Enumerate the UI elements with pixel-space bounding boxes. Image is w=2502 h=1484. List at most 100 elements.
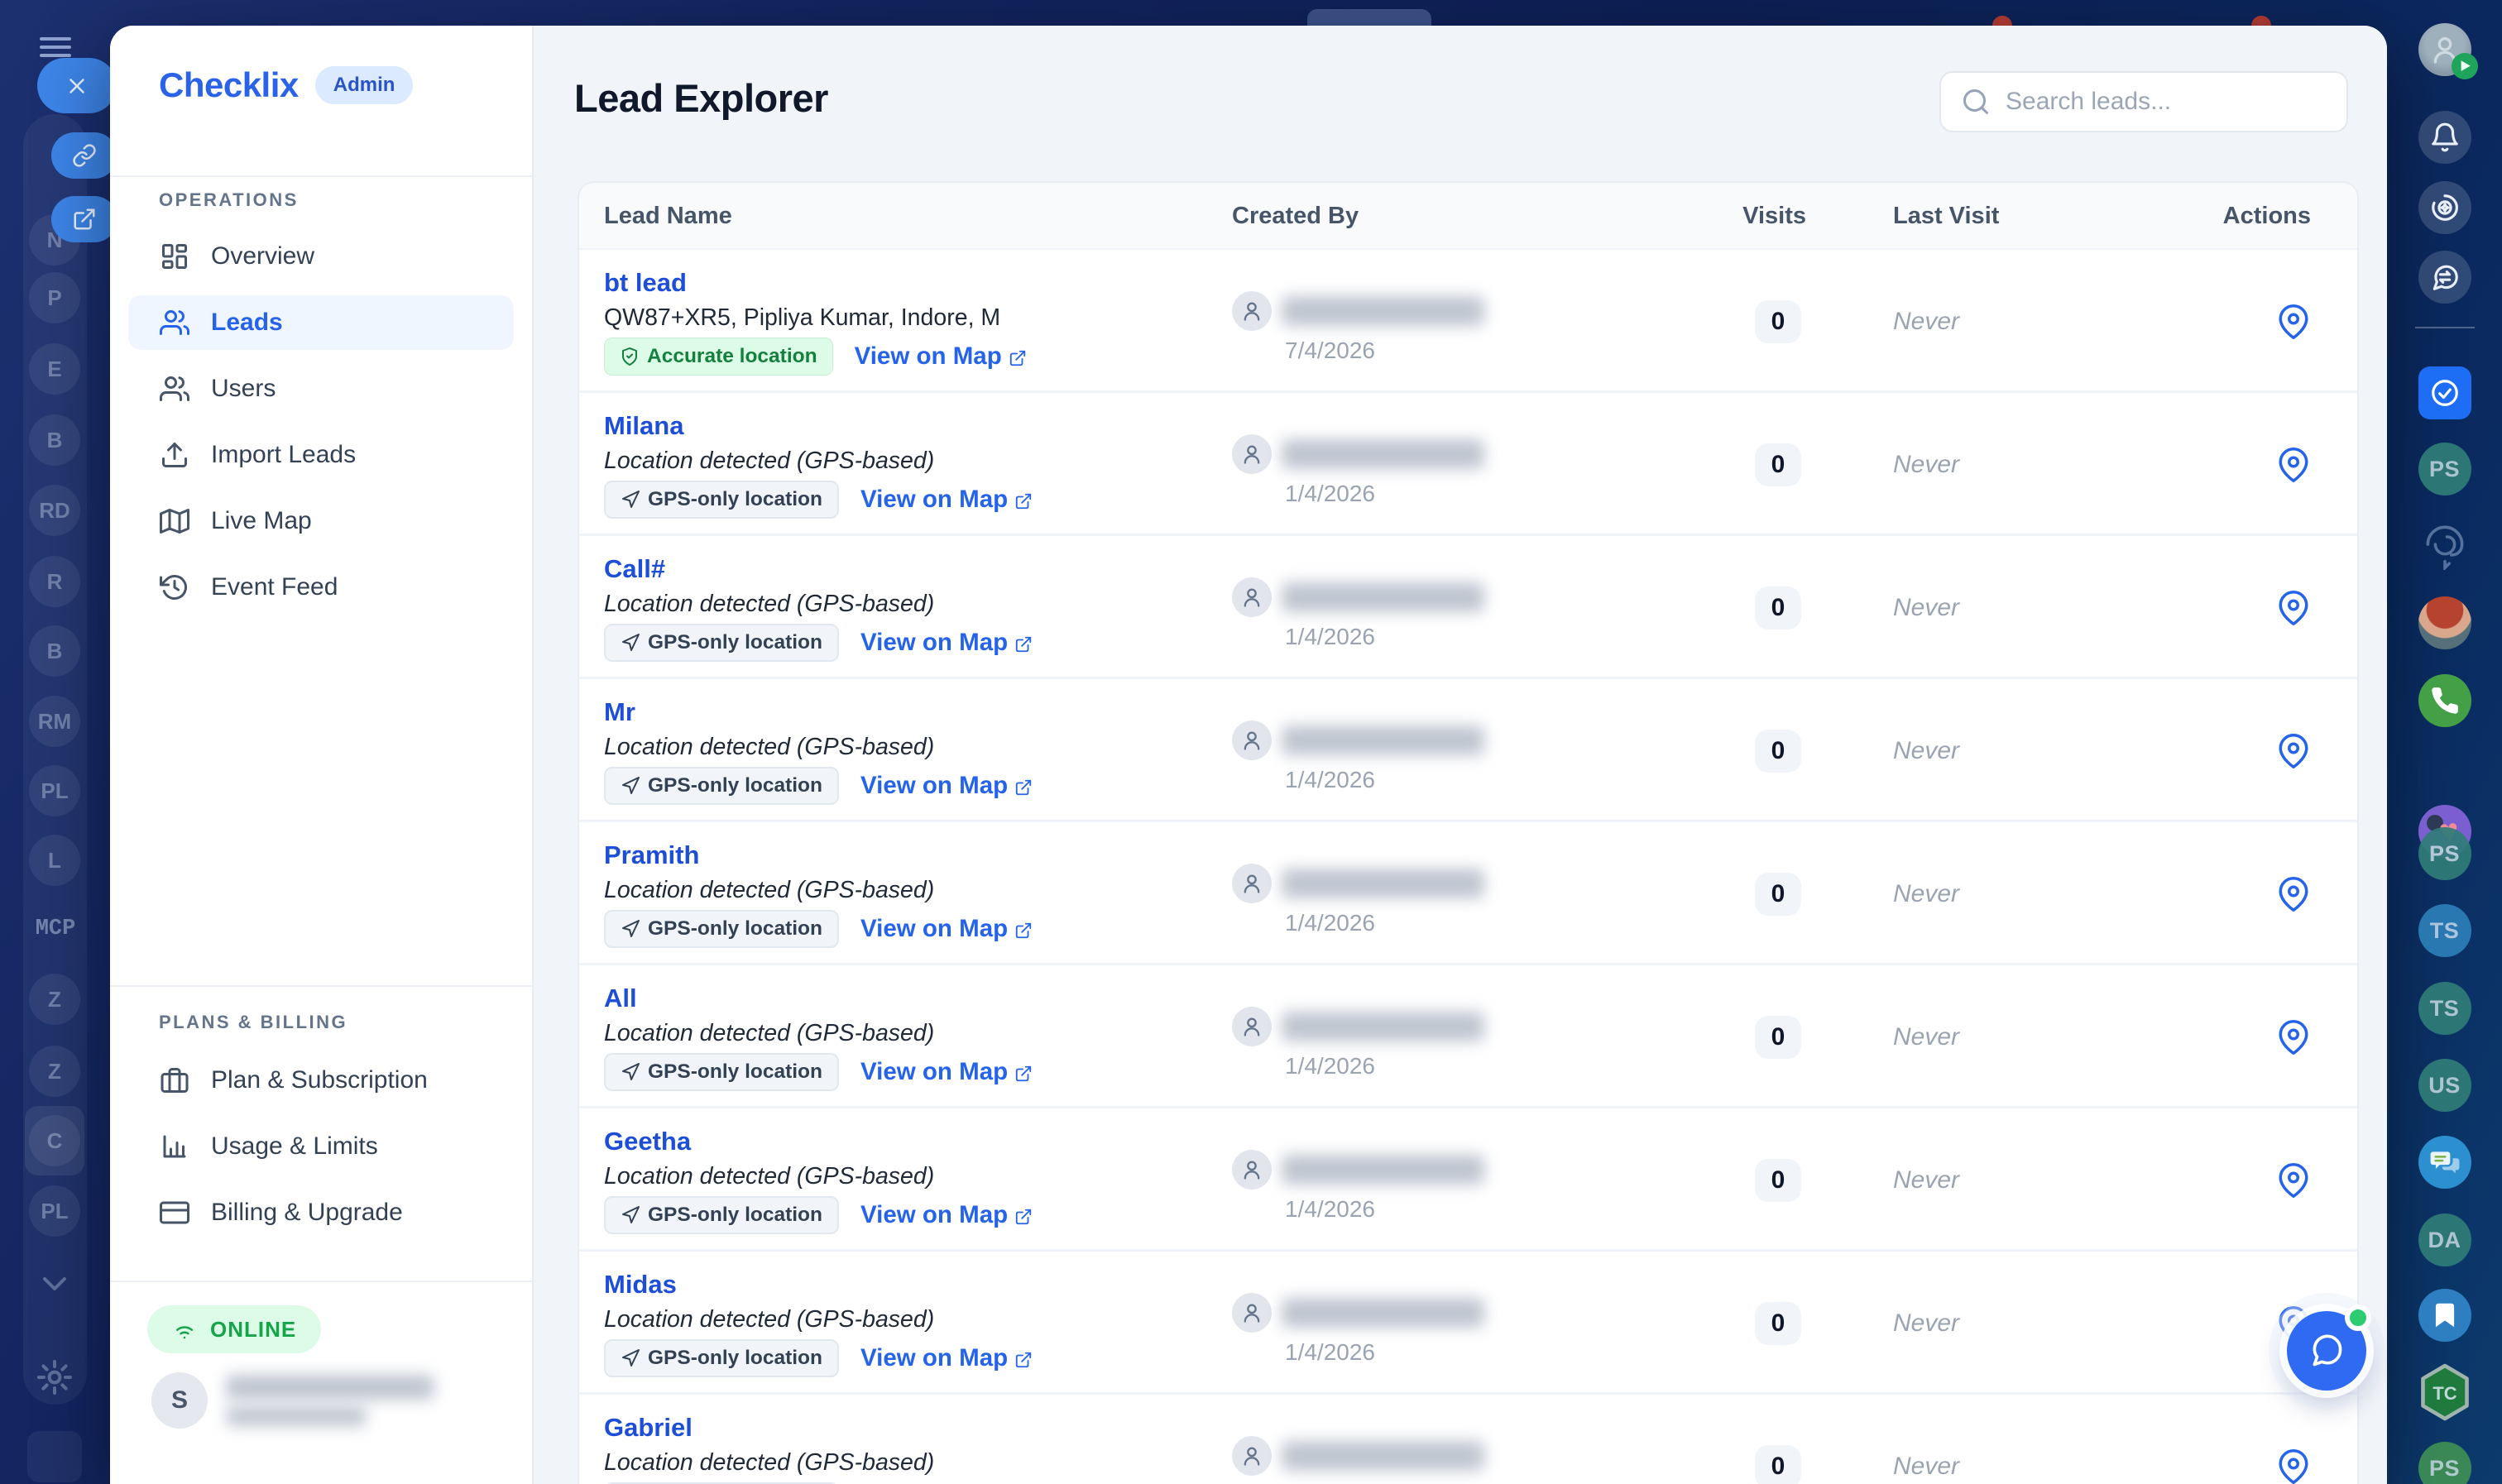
sidebar-item-billing-upgrade[interactable]: Billing & Upgrade [128,1185,514,1240]
creator-name-blurred [1282,439,1484,469]
sidebar-item-overview[interactable]: Overview [128,229,514,284]
history-icon [160,572,189,602]
sidebar-item-live-map[interactable]: Live Map [128,494,514,548]
app-icon-us[interactable]: US [2418,1059,2471,1112]
left-dock-item-r[interactable]: R [29,556,80,607]
lead-name-link[interactable]: Geetha [604,1127,692,1156]
left-dock-item-pl[interactable]: PL [29,765,80,816]
app-icon-phone[interactable] [2418,674,2471,727]
person-icon [1240,872,1263,895]
table-row[interactable]: All Location detected (GPS-based) GPS-only… [579,965,2357,1108]
map-pin-icon[interactable] [2276,877,2311,912]
current-user-row[interactable]: S [151,1372,434,1429]
map-pin-icon[interactable] [2276,304,2311,339]
sidebar-item-users[interactable]: Users [128,361,514,416]
map-pin-icon[interactable] [2276,734,2311,768]
left-dock-item-pl[interactable]: PL [29,1185,80,1237]
sidebar-item-usage-limits[interactable]: Usage & Limits [128,1119,514,1174]
lead-name-link[interactable]: Pramith [604,840,700,869]
search-input[interactable] [2006,88,2327,116]
view-on-map-label: View on Map [860,1344,1009,1372]
view-on-map-link[interactable]: View on Map [860,915,1033,943]
app-icon-ps[interactable]: PS [2418,827,2471,880]
app-icon-bookmark[interactable] [2418,1289,2471,1342]
left-dock-item-rd[interactable]: RD [29,485,80,536]
last-visit-cell: Never [1893,679,2166,765]
lead-name-link[interactable]: bt lead [604,268,687,297]
map-pin-icon[interactable] [2276,1163,2311,1198]
sidebar-item-event-feed[interactable]: Event Feed [128,560,514,615]
chevron-down-icon[interactable] [35,1264,74,1304]
external-open-button[interactable] [51,196,117,242]
view-on-map-link[interactable]: View on Map [860,772,1033,800]
swirl-logo-icon[interactable] [2418,518,2471,571]
close-overlay-button[interactable] [37,58,117,113]
view-on-map-link[interactable]: View on Map [860,1344,1033,1372]
lead-name-link[interactable]: Mr [604,697,635,726]
table-row[interactable]: Geetha Location detected (GPS-based) GPS-o… [579,1108,2357,1252]
table-row[interactable]: Call# Location detected (GPS-based) GPS-on… [579,536,2357,679]
lead-name-link[interactable]: All [604,984,637,1012]
bell-icon[interactable] [2418,111,2471,164]
external-link-icon [1014,778,1033,797]
left-dock-item-p[interactable]: P [29,272,80,323]
lead-name-link[interactable]: Call# [604,554,666,583]
left-dock-item-e[interactable]: E [29,343,80,395]
sparkle-icon[interactable] [2418,181,2471,234]
view-on-map-link[interactable]: View on Map [860,1201,1033,1229]
contact-photo-avatar[interactable] [2418,596,2471,649]
table-row[interactable]: Mr Location detected (GPS-based) GPS-only … [579,679,2357,822]
navigation-icon [621,1062,640,1082]
lead-name-link[interactable]: Milana [604,411,684,440]
app-icon-ps[interactable]: PS [2418,1442,2471,1484]
badge-label: GPS-only location [648,774,822,797]
view-on-map-link[interactable]: View on Map [860,486,1033,514]
last-visit-cell: Never [1893,393,2166,479]
map-pin-icon[interactable] [2276,591,2311,625]
view-on-map-link[interactable]: View on Map [860,1058,1033,1086]
table-row[interactable]: Pramith Location detected (GPS-based) GPS-… [579,822,2357,965]
gear-icon[interactable] [35,1357,74,1397]
app-icon-check-circle[interactable] [2418,366,2471,419]
left-dock-item-c[interactable]: C [29,1115,80,1166]
app-icon-ts[interactable]: TS [2418,904,2471,957]
sidebar-item-plan-subscription[interactable]: Plan & Subscription [128,1053,514,1108]
view-on-map-link[interactable]: View on Map [855,342,1027,371]
actions-cell [2163,822,2326,912]
lead-name-link[interactable]: Gabriel [604,1413,693,1442]
app-icon-da[interactable]: DA [2418,1214,2471,1266]
profile-avatar[interactable] [2418,23,2478,79]
left-dock-item-z[interactable]: Z [29,1046,80,1097]
right-dock-divider [2414,327,2475,328]
link-button[interactable] [51,132,117,179]
map-pin-icon[interactable] [2276,448,2311,482]
app-icon-bubbles[interactable] [2418,1136,2471,1189]
person-icon [1240,299,1263,323]
sidebar-item-import-leads[interactable]: Import Leads [128,428,514,482]
gps-only-location-badge: GPS-only location [604,481,839,519]
view-on-map-link[interactable]: View on Map [860,629,1033,657]
left-dock-item-b[interactable]: B [29,625,80,677]
map-pin-icon[interactable] [2276,1020,2311,1055]
table-row[interactable]: Gabriel Location detected (GPS-based) GPS-… [579,1395,2357,1484]
left-dock-item-b[interactable]: B [29,414,80,466]
left-dock-item-rm[interactable]: RM [29,696,80,747]
external-link-icon [1014,1351,1033,1369]
app-icon-ps[interactable]: PS [2418,443,2471,495]
hamburger-menu-icon[interactable] [40,37,71,57]
map-pin-icon[interactable] [2276,1449,2311,1484]
table-row[interactable]: bt lead QW87+XR5, Pipliya Kumar, Indore, … [579,250,2357,393]
lead-name-link[interactable]: Midas [604,1270,677,1299]
left-dock-item-z[interactable]: Z [29,974,80,1025]
card-icon [160,1198,189,1228]
chat-arrows-icon[interactable] [2418,251,2471,304]
creator-avatar [1232,1150,1272,1190]
table-row[interactable]: Milana Location detected (GPS-based) GPS-o… [579,393,2357,536]
left-dock-item-l[interactable]: L [29,835,80,886]
left-dock-item-mcp[interactable]: MCP [35,917,76,941]
sidebar-item-leads[interactable]: Leads [128,295,514,350]
app-icon-ts[interactable]: TS [2418,982,2471,1035]
app-icon-tc-hexagon[interactable]: TC [2418,1363,2471,1421]
chat-fab-button[interactable] [2287,1304,2371,1391]
table-row[interactable]: Midas Location detected (GPS-based) GPS-on… [579,1252,2357,1395]
